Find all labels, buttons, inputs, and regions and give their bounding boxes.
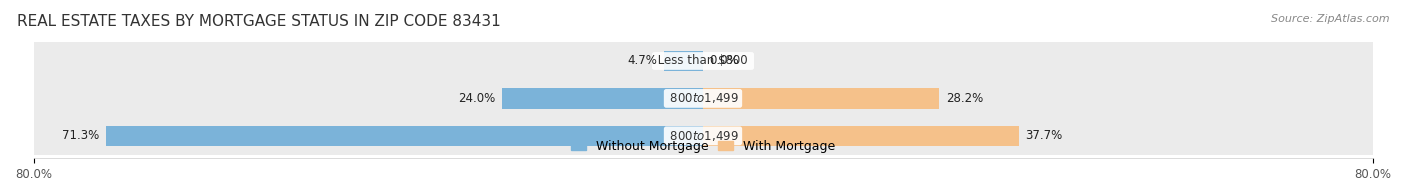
Bar — [703, 88, 939, 109]
Bar — [34, 117, 1372, 154]
Bar — [502, 88, 703, 109]
Text: 0.0%: 0.0% — [710, 54, 740, 67]
Text: $800 to $1,499: $800 to $1,499 — [666, 129, 740, 143]
Text: 37.7%: 37.7% — [1025, 129, 1063, 142]
Text: REAL ESTATE TAXES BY MORTGAGE STATUS IN ZIP CODE 83431: REAL ESTATE TAXES BY MORTGAGE STATUS IN … — [17, 14, 501, 29]
Text: $800 to $1,499: $800 to $1,499 — [666, 91, 740, 105]
Bar — [664, 51, 703, 71]
Text: 28.2%: 28.2% — [946, 92, 983, 105]
Text: 24.0%: 24.0% — [458, 92, 495, 105]
Text: 4.7%: 4.7% — [627, 54, 657, 67]
Text: Less than $800: Less than $800 — [654, 54, 752, 67]
Text: Source: ZipAtlas.com: Source: ZipAtlas.com — [1271, 14, 1389, 24]
Legend: Without Mortgage, With Mortgage: Without Mortgage, With Mortgage — [565, 135, 841, 158]
Bar — [34, 80, 1372, 117]
Bar — [107, 125, 703, 146]
Bar — [703, 125, 1018, 146]
Bar — [34, 42, 1372, 80]
Text: 71.3%: 71.3% — [62, 129, 100, 142]
